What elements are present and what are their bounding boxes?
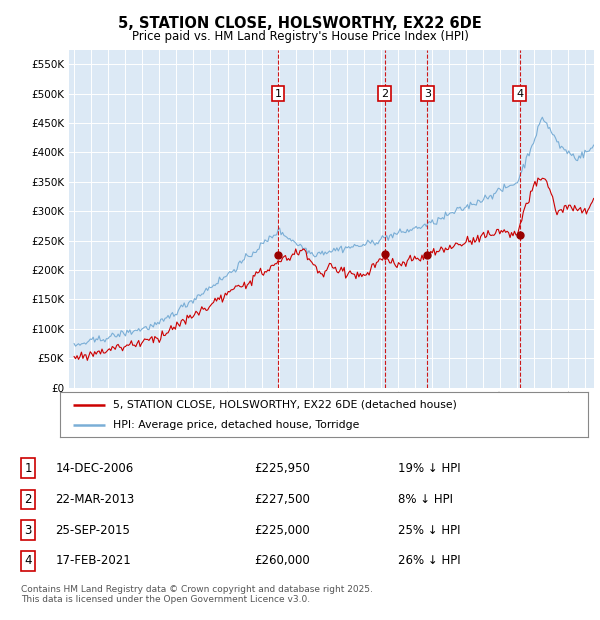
Text: £225,950: £225,950	[254, 462, 310, 474]
Text: 22-MAR-2013: 22-MAR-2013	[55, 493, 134, 506]
Text: 14-DEC-2006: 14-DEC-2006	[55, 462, 133, 474]
Text: £227,500: £227,500	[254, 493, 310, 506]
Text: 2: 2	[25, 493, 32, 506]
Text: 3: 3	[424, 89, 431, 99]
Text: 1: 1	[25, 462, 32, 474]
Text: £260,000: £260,000	[254, 554, 310, 567]
Text: Price paid vs. HM Land Registry's House Price Index (HPI): Price paid vs. HM Land Registry's House …	[131, 30, 469, 43]
Text: 25-SEP-2015: 25-SEP-2015	[55, 524, 130, 537]
Text: 1: 1	[274, 89, 281, 99]
Text: 4: 4	[516, 89, 523, 99]
Text: 25% ↓ HPI: 25% ↓ HPI	[398, 524, 460, 537]
Text: £225,000: £225,000	[254, 524, 310, 537]
Text: 17-FEB-2021: 17-FEB-2021	[55, 554, 131, 567]
Text: 26% ↓ HPI: 26% ↓ HPI	[398, 554, 461, 567]
Text: HPI: Average price, detached house, Torridge: HPI: Average price, detached house, Torr…	[113, 420, 359, 430]
Text: 8% ↓ HPI: 8% ↓ HPI	[398, 493, 453, 506]
Text: 5, STATION CLOSE, HOLSWORTHY, EX22 6DE: 5, STATION CLOSE, HOLSWORTHY, EX22 6DE	[118, 16, 482, 30]
Text: Contains HM Land Registry data © Crown copyright and database right 2025.
This d: Contains HM Land Registry data © Crown c…	[21, 585, 373, 604]
Text: 3: 3	[25, 524, 32, 537]
Text: 4: 4	[25, 554, 32, 567]
Text: 19% ↓ HPI: 19% ↓ HPI	[398, 462, 461, 474]
Text: 2: 2	[381, 89, 388, 99]
Text: 5, STATION CLOSE, HOLSWORTHY, EX22 6DE (detached house): 5, STATION CLOSE, HOLSWORTHY, EX22 6DE (…	[113, 400, 457, 410]
